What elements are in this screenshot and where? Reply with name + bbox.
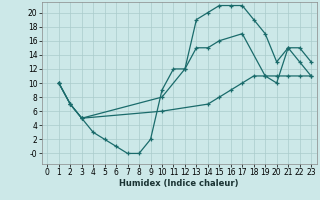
X-axis label: Humidex (Indice chaleur): Humidex (Indice chaleur)	[119, 179, 239, 188]
